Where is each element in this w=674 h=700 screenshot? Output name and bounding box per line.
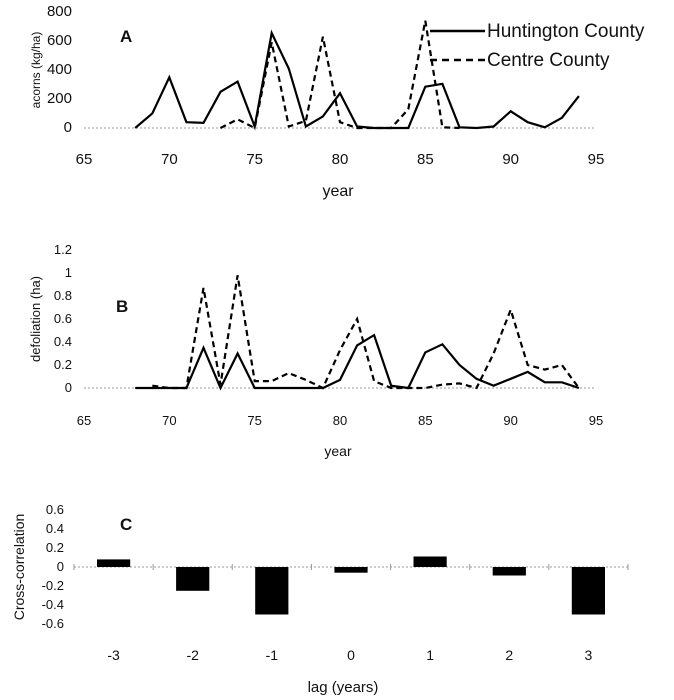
x-tick-label: 80 (333, 413, 347, 428)
y-tick-label: 0.6 (54, 311, 72, 326)
x-tick-label: -2 (186, 647, 199, 663)
x-tick-label: 1 (426, 647, 434, 663)
x-tick-label: 70 (161, 151, 178, 168)
y-tick-label: 0.4 (46, 521, 64, 536)
y-tick-label: 0.6 (46, 502, 64, 517)
y-tick-label: 0 (65, 380, 72, 395)
x-tick-label: 3 (585, 647, 593, 663)
x-tick-label: 65 (77, 413, 91, 428)
y-tick-label: 800 (47, 3, 72, 20)
x-tick-label: 65 (76, 151, 93, 168)
y-tick-label: 0.8 (54, 288, 72, 303)
x-tick-label: 75 (246, 151, 263, 168)
x-tick-label: 2 (505, 647, 513, 663)
legend-label: Huntington County (487, 21, 645, 42)
bar (334, 567, 368, 573)
x-tick-label: 0 (347, 647, 355, 663)
series-line-huntington-county (135, 333, 580, 391)
legend: Huntington County Centre County (430, 21, 645, 71)
bar (176, 567, 210, 591)
bar (413, 556, 447, 567)
y-tick-label: 200 (47, 90, 72, 107)
x-axis-label: lag (years) (308, 679, 379, 696)
y-tick-label: 0.2 (46, 540, 64, 555)
y-tick-label: 0.4 (54, 334, 72, 349)
panel-letter: A (120, 27, 132, 46)
y-tick-label: -0.6 (42, 616, 64, 631)
x-tick-label: 90 (503, 413, 517, 428)
panel-b: 0 0.2 0.4 0.6 0.8 1 1.2 65 70 75 80 85 90 95 year defol… (28, 242, 603, 459)
x-axis-label: year (324, 443, 352, 459)
y-tick-label: 1.2 (54, 242, 72, 257)
series-line-huntington-county (134, 29, 580, 131)
bar (492, 567, 526, 576)
x-tick-label: 95 (588, 151, 605, 168)
y-tick-label: 0 (64, 119, 72, 136)
x-tick-label: 80 (332, 151, 349, 168)
x-tick-label: 95 (589, 413, 603, 428)
x-tick-label: 70 (162, 413, 176, 428)
bar (97, 559, 131, 567)
x-tick-label: 90 (502, 151, 519, 168)
y-axis-label: acorns (kg/ha) (29, 32, 43, 109)
bar (571, 567, 605, 615)
panel-c: -0.6 -0.4 -0.2 0 0.2 0.4 0.6 -3 -2 -1 0 1 2 3 lag (yea… (11, 502, 629, 696)
y-tick-label: 0.2 (54, 357, 72, 372)
bar (255, 567, 289, 615)
y-tick-label: 400 (47, 61, 72, 78)
y-tick-label: 600 (47, 32, 72, 49)
y-tick-label: -0.2 (42, 578, 64, 593)
panel-letter: B (116, 297, 128, 316)
x-axis-label: year (322, 183, 354, 200)
series-line-centre-county (220, 20, 460, 130)
y-tick-label: -0.4 (42, 597, 64, 612)
y-tick-label: 1 (65, 265, 72, 280)
x-tick-label: 75 (247, 413, 261, 428)
series-line-centre-county (152, 275, 580, 390)
x-tick-label: 85 (418, 413, 432, 428)
y-axis-label: defoliation (ha) (28, 276, 43, 362)
y-axis-label: Cross-correlation (11, 514, 27, 621)
x-tick-label: -1 (266, 647, 279, 663)
panel-letter: C (120, 515, 132, 534)
legend-label: Centre County (487, 50, 610, 71)
y-tick-label: 0 (57, 559, 64, 574)
panel-a: 0 200 400 600 800 65 70 75 80 85 90 95 year acorns (k… (29, 3, 645, 200)
x-tick-label: -3 (107, 647, 120, 663)
x-tick-label: 85 (417, 151, 434, 168)
